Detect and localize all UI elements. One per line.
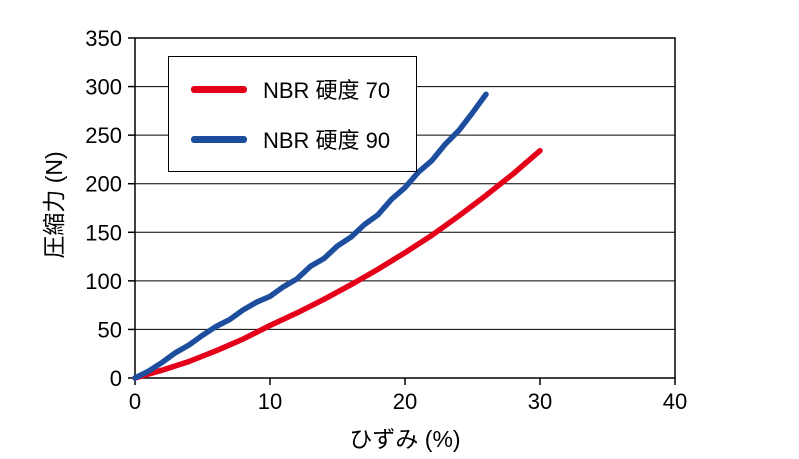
series-line-1 [132,91,489,381]
y-tick-label: 250 [85,123,122,148]
y-tick-label: 50 [98,317,122,342]
x-tick-label: 10 [258,389,282,414]
y-tick-label: 300 [85,75,122,100]
y-tick-label: 200 [85,172,122,197]
series-line-0 [132,147,543,381]
y-axis-title: 圧縮力 (N) [41,151,67,259]
y-tick-label: 150 [85,220,122,245]
x-tick-label: 40 [663,389,687,414]
x-tick-label: 0 [129,389,141,414]
legend-label-nbr-70: NBR 硬度 70 [263,78,391,103]
y-tick-label: 350 [85,26,122,51]
legend-swatch-red-line [191,85,247,93]
legend-item-nbr-90: NBR 硬度 90 [191,123,390,155]
y-tick-label: 0 [110,366,122,391]
legend-label-nbr-90: NBR 硬度 90 [263,128,391,153]
legend-item-nbr-70: NBR 硬度 70 [191,73,390,105]
legend-swatch-blue-line [191,135,247,143]
x-tick-label: 20 [393,389,417,414]
legend: NBR 硬度 70 NBR 硬度 90 [168,56,418,172]
x-tick-label: 30 [528,389,552,414]
y-tick-label: 100 [85,269,122,294]
x-axis-title: ひずみ (%) [349,426,461,452]
